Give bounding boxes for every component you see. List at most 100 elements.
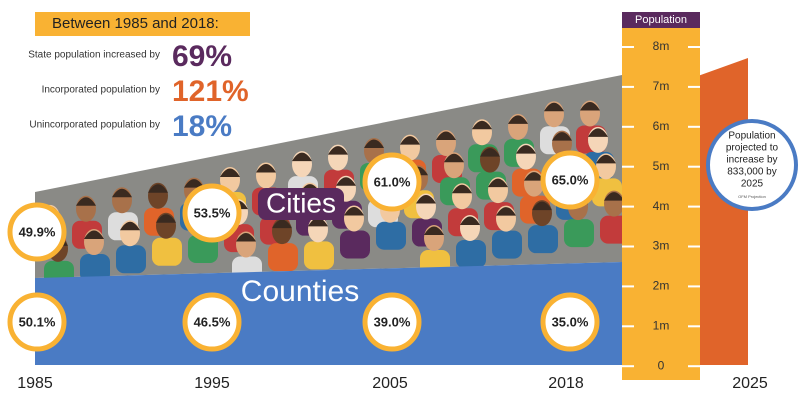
hair — [552, 132, 572, 141]
tick-label: 5m — [653, 159, 670, 173]
hair — [148, 184, 168, 193]
projection-text: 833,000 by — [727, 167, 777, 178]
axis-title: Population — [635, 14, 687, 26]
share-label: 61.0% — [374, 174, 411, 189]
hair — [336, 177, 356, 186]
hair — [156, 214, 176, 223]
share-label: 49.9% — [19, 224, 56, 239]
year-label: 1995 — [194, 375, 230, 392]
share-label: 46.5% — [194, 314, 231, 329]
share-label: 65.0% — [552, 172, 589, 187]
hair — [524, 172, 544, 181]
hair — [480, 148, 500, 157]
shirt — [564, 219, 594, 248]
counties-label: Counties — [241, 275, 359, 308]
projection-text: projected to — [726, 143, 779, 154]
hair — [436, 131, 456, 140]
stat-label: Unincorporated population by — [29, 120, 160, 131]
hair — [184, 179, 204, 188]
shirt — [456, 239, 486, 268]
stat-value: 121% — [172, 75, 249, 108]
share-circle — [182, 183, 242, 243]
hair — [344, 206, 364, 216]
share-circle — [362, 292, 422, 352]
hair — [444, 153, 464, 163]
tick-label: 2m — [653, 279, 670, 293]
share-circle — [7, 202, 67, 262]
stat-value: 18% — [172, 110, 232, 143]
hair — [220, 168, 240, 178]
header-box — [35, 12, 250, 36]
projection-text: 2025 — [741, 179, 764, 190]
year-label: 1985 — [17, 375, 53, 392]
share-circle — [362, 152, 422, 212]
hair — [472, 120, 492, 130]
hair — [488, 178, 508, 188]
share-circle — [182, 292, 242, 352]
hair — [508, 115, 528, 124]
tick-label: 7m — [653, 79, 670, 93]
hair — [532, 201, 552, 211]
hair — [256, 163, 276, 173]
shirt — [268, 243, 298, 272]
axis-title-box — [622, 12, 700, 28]
year-label: 2018 — [548, 375, 584, 392]
hair — [452, 184, 472, 194]
population-bar — [622, 12, 700, 380]
shirt — [376, 221, 406, 250]
hair — [588, 128, 608, 137]
hair — [416, 195, 436, 204]
shirt — [304, 241, 334, 270]
tick-label: 3m — [653, 239, 670, 253]
hair — [496, 207, 516, 216]
tick-label: 1m — [653, 318, 670, 332]
shirt — [116, 245, 146, 274]
shirt — [528, 225, 558, 254]
hair — [516, 145, 536, 154]
share-circle — [540, 292, 600, 352]
hair — [328, 146, 348, 155]
hair — [400, 136, 420, 145]
projection-circle — [706, 119, 798, 211]
stat-value: 69% — [172, 40, 232, 73]
shirt — [80, 254, 110, 283]
share-label: 50.1% — [19, 314, 56, 329]
cities-label: Cities — [266, 187, 336, 218]
tick-label: 8m — [653, 39, 670, 53]
hair — [292, 152, 312, 162]
stat-label: Incorporated population by — [42, 85, 160, 96]
shirt — [340, 230, 370, 259]
hair — [76, 197, 96, 206]
shirt — [492, 230, 522, 259]
year-label: 2025 — [732, 375, 768, 392]
tick-label: 0 — [658, 358, 665, 372]
share-label: 39.0% — [374, 314, 411, 329]
share-circle — [540, 150, 600, 210]
hair — [604, 192, 624, 201]
crowd-heads — [36, 100, 630, 289]
share-label: 35.0% — [552, 314, 589, 329]
hair — [460, 216, 480, 225]
hair — [236, 232, 256, 242]
hair — [84, 230, 104, 240]
hair — [596, 154, 616, 164]
projection-text: increase by — [726, 155, 777, 166]
hair — [112, 188, 132, 198]
header-title: Between 1985 and 2018: — [52, 15, 219, 32]
hair — [424, 226, 444, 235]
share-circle — [7, 292, 67, 352]
tick-label: 4m — [653, 199, 670, 213]
cities-box — [258, 188, 344, 220]
hair — [544, 102, 564, 112]
shirt — [152, 237, 182, 266]
stat-label: State population increased by — [28, 50, 160, 61]
hair — [272, 219, 292, 229]
hair — [580, 101, 600, 111]
projection-source: OFM Projection — [738, 194, 766, 199]
counties-area — [35, 262, 622, 365]
hair — [120, 221, 140, 231]
share-label: 53.5% — [194, 205, 231, 220]
projection-text: Population — [728, 131, 775, 142]
hair — [364, 139, 384, 148]
